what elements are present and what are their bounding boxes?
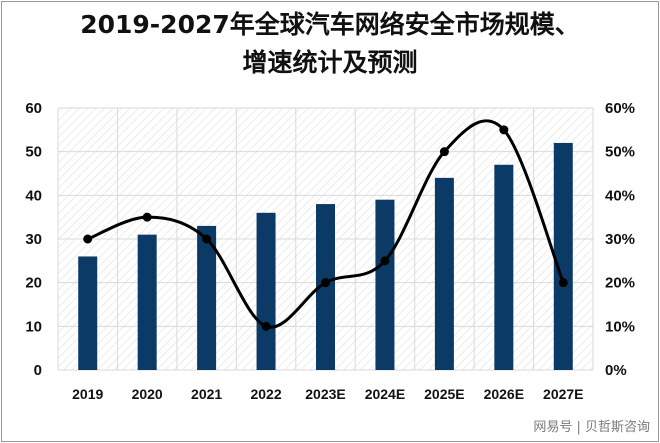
bar <box>434 177 454 370</box>
bar <box>197 225 217 370</box>
right-tick-label: 30% <box>605 231 635 248</box>
chart-title-line-1: 2019-2027年全球汽车网络安全市场规模、 <box>80 10 580 39</box>
watermark: 网易号 | 贝哲斯咨询 <box>533 420 650 435</box>
bar <box>78 256 98 370</box>
growth-point <box>261 321 271 331</box>
growth-point <box>202 234 212 244</box>
x-tick-label: 2027E <box>543 386 583 402</box>
x-tick-label: 2022 <box>250 386 281 402</box>
x-tick-label: 2021 <box>191 386 222 402</box>
growth-point <box>558 278 568 288</box>
growth-point <box>380 256 390 266</box>
left-tick-label: 40 <box>25 187 42 204</box>
left-tick-label: 30 <box>25 231 42 248</box>
bar <box>553 142 573 370</box>
right-tick-label: 50% <box>605 144 635 161</box>
right-tick-label: 40% <box>605 187 635 204</box>
left-tick-label: 50 <box>25 144 42 161</box>
x-axis-ticks: 2019 2020 2021 2022 2023E 2024E 2025E 2026E 2027… <box>72 386 583 402</box>
chart-title: 2019-2027年全球汽车网络安全市场规模、 增速统计及预测 <box>0 6 660 82</box>
growth-point <box>142 212 152 222</box>
growth-point <box>439 147 449 157</box>
left-tick-label: 20 <box>25 275 42 292</box>
x-tick-label: 2020 <box>132 386 163 402</box>
bar <box>256 212 276 370</box>
growth-point <box>321 278 330 288</box>
right-tick-label: 20% <box>605 275 635 292</box>
growth-line-series <box>83 119 568 331</box>
right-tick-label: 0% <box>605 362 627 379</box>
bar-series <box>78 142 573 370</box>
x-tick-label: 2023E <box>305 386 345 402</box>
x-tick-label: 2019 <box>72 386 103 402</box>
growth-point <box>83 234 93 244</box>
x-tick-label: 2026E <box>484 386 524 402</box>
bar <box>375 199 395 370</box>
x-tick-label: 2025E <box>424 386 464 402</box>
growth-point <box>499 125 509 135</box>
left-tick-label: 0 <box>34 362 42 379</box>
x-tick-label: 2024E <box>365 386 405 402</box>
right-axis-ticks: 0% 10% 20% 30% 40% 50% 60% <box>605 100 635 379</box>
left-tick-label: 60 <box>25 100 42 117</box>
chart-title-line-2: 增速统计及预测 <box>242 48 418 77</box>
left-tick-label: 10 <box>25 318 42 335</box>
right-tick-label: 10% <box>605 318 635 335</box>
left-axis-ticks: 0 10 20 30 40 50 60 <box>25 100 42 379</box>
bar <box>137 234 157 370</box>
right-tick-label: 60% <box>605 100 635 117</box>
bar <box>494 164 514 370</box>
